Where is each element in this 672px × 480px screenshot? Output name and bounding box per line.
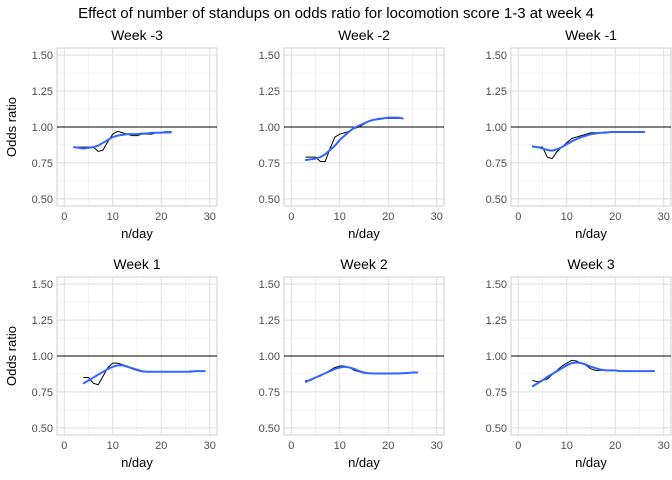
chart-panel-2: 0 10 20 30 0.50 0.75 1.00 1.25 1.50 Week -2 n/day [259,27,445,241]
chart-panel-5: 0 10 20 30 0.50 0.75 1.00 1.25 1.50 Week 2 n/day [259,256,445,470]
y-tick-label: 1.00 [32,122,53,134]
x-tick-label: 10 [334,211,346,223]
x-tick-label: 20 [382,211,394,223]
y-tick-label: 1.25 [486,86,507,98]
x-axis-label: n/day [575,455,607,470]
y-tick-label: 0.75 [259,387,280,399]
x-tick-label: 30 [431,440,443,452]
y-tick-label: 1.25 [32,315,53,327]
chart-panel-4: 0 10 20 30 0.50 0.75 1.00 1.25 1.50 Week 1 n/day Od… [4,256,218,470]
x-tick-label: 20 [155,440,167,452]
y-tick-label: 1.00 [259,122,280,134]
series-line-smooth [72,131,172,150]
x-tick-label: 20 [609,211,621,223]
y-tick-label: 0.50 [32,423,53,435]
x-tick-label: 30 [658,211,670,223]
series-line-smooth [304,116,404,162]
y-tick-label: 1.25 [32,86,53,98]
x-tick-label: 30 [658,440,670,452]
y-tick-label: 1.25 [486,315,507,327]
y-tick-label: 1.50 [32,50,53,62]
x-tick-label: 0 [515,211,521,223]
y-tick-label: 0.50 [259,194,280,206]
y-tick-label: 1.50 [486,279,507,291]
y-tick-label: 1.50 [259,50,280,62]
figure-title: Effect of number of standups on odds rat… [78,5,594,22]
x-tick-label: 20 [382,440,394,452]
y-tick-label: 0.50 [486,194,507,206]
x-tick-label: 30 [431,211,443,223]
y-tick-label: 1.50 [486,50,507,62]
y-tick-label: 0.50 [32,194,53,206]
y-tick-label: 1.00 [486,122,507,134]
y-tick-label: 0.75 [32,387,53,399]
y-tick-label: 0.75 [486,158,507,170]
y-tick-label: 0.50 [259,423,280,435]
panel-title: Week -2 [338,27,390,43]
x-tick-label: 0 [61,440,67,452]
x-tick-label: 0 [288,211,294,223]
x-tick-label: 10 [561,440,573,452]
y-tick-label: 1.00 [259,351,280,363]
series-line-smooth [531,361,656,388]
x-tick-label: 20 [609,440,621,452]
series-line-smooth [82,364,206,385]
y-tick-label: 0.75 [259,158,280,170]
panel-title: Week 3 [567,256,614,272]
y-tick-label: 1.25 [259,86,280,98]
chart-panel-6: 0 10 20 30 0.50 0.75 1.00 1.25 1.50 Week 3 n/day [486,256,672,470]
series-line-observed [532,131,645,160]
y-tick-label: 1.50 [32,279,53,291]
x-axis-label: n/day [348,455,380,470]
x-axis-label: n/day [348,226,380,241]
y-tick-label: 1.25 [259,315,280,327]
x-tick-label: 20 [155,211,167,223]
panel-title: Week 2 [340,256,387,272]
y-axis-label: Odds ratio [4,326,19,386]
panel-title: Week -1 [565,27,617,43]
y-tick-label: 1.00 [486,351,507,363]
y-axis-label: Odds ratio [4,97,19,157]
x-tick-label: 0 [61,211,67,223]
series-line-smooth [304,365,419,383]
panel-title: Week -3 [111,27,163,43]
x-tick-label: 30 [204,440,216,452]
y-tick-label: 1.00 [32,351,53,363]
x-tick-label: 10 [334,440,346,452]
x-axis-label: n/day [121,226,153,241]
x-tick-label: 0 [515,440,521,452]
x-tick-label: 0 [288,440,294,452]
series-line-smooth [531,131,646,152]
x-axis-label: n/day [575,226,607,241]
x-tick-label: 10 [107,211,119,223]
x-tick-label: 10 [107,440,119,452]
chart-panel-1: 0 10 20 30 0.50 0.75 1.00 1.25 1.50 Week -3 n/day O… [4,27,218,241]
chart-panel-3: 0 10 20 30 0.50 0.75 1.00 1.25 1.50 Week -1 n/day [486,27,672,241]
y-tick-label: 1.50 [259,279,280,291]
y-tick-label: 0.50 [486,423,507,435]
y-tick-label: 0.75 [486,387,507,399]
x-axis-label: n/day [121,455,153,470]
x-tick-label: 30 [204,211,216,223]
y-tick-label: 0.75 [32,158,53,170]
x-tick-label: 10 [561,211,573,223]
panel-title: Week 1 [113,256,160,272]
